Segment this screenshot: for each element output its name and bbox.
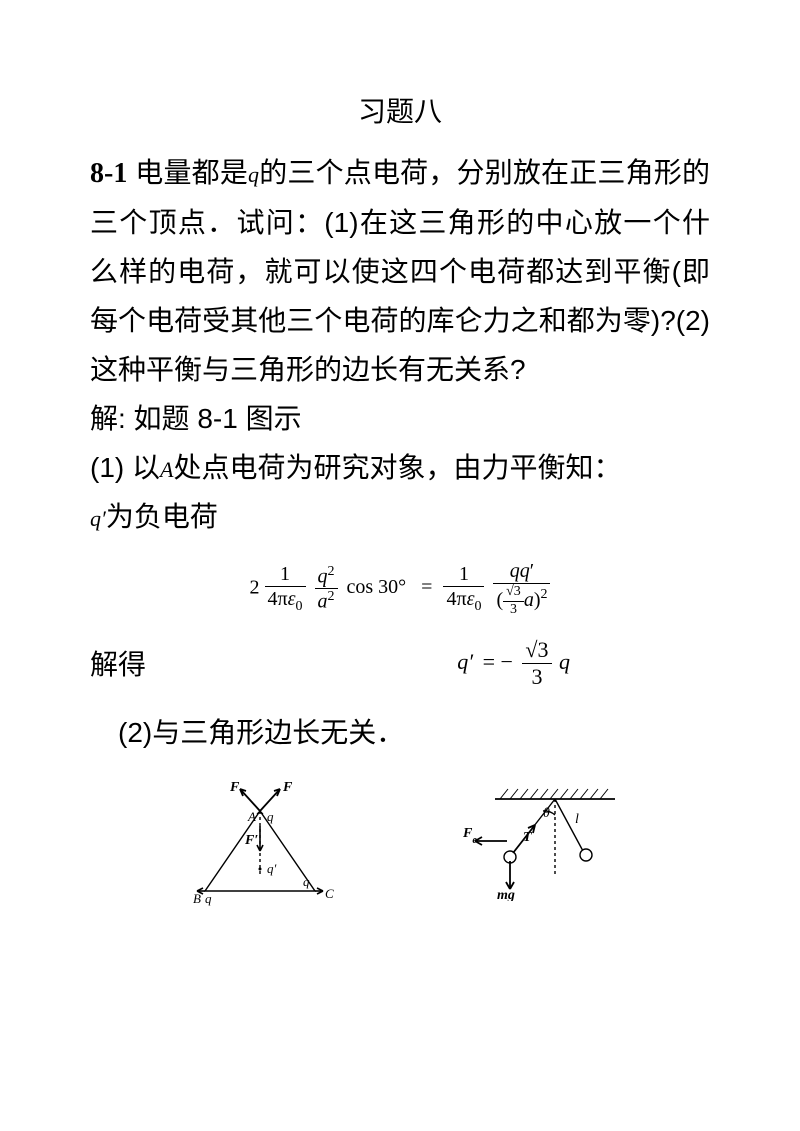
label-A: A	[247, 809, 256, 824]
label-q-top: q	[267, 809, 274, 824]
svg-text:mg: mg	[497, 888, 515, 901]
label-Fprime: F′	[244, 833, 258, 848]
label-T: T	[523, 830, 533, 845]
label-theta: θ	[543, 806, 550, 821]
res-lhs: q′	[457, 649, 473, 674]
label-qC: q	[303, 874, 310, 889]
main-equation: 2 1 4πε0 q2 a2 cos 30° = 1 4πε0 qq′ ( √3	[90, 559, 710, 619]
solution-part1: (1) 以A处点电荷为研究对象，由力平衡知：	[90, 443, 710, 492]
var-q: q	[248, 162, 259, 187]
result-row: 解得 q′ = − √3 3 q	[90, 637, 710, 691]
problem-number: 8-1	[90, 158, 127, 189]
res-suffix: q	[559, 649, 570, 674]
solution-intro: 解: 如题 8-1 图示	[90, 394, 710, 443]
label-F-right: F	[282, 781, 293, 795]
var-qprime: q′	[90, 506, 106, 531]
label-C: C	[325, 886, 334, 901]
eq-frac1-num: 1	[265, 562, 306, 587]
problem-text: 8-1 电量都是q的三个点电荷，分别放在正三角形的三个顶点．试问：(1)在这三角…	[90, 148, 710, 394]
page: 习题八 8-1 电量都是q的三个点电荷，分别放在正三角形的三个顶点．试问：(1)…	[0, 0, 800, 1131]
eq-cos: cos 30°	[347, 576, 407, 598]
qprime-text: 为负电荷	[106, 501, 218, 532]
solution-part2: (2)与三角形边长无关．	[90, 708, 710, 757]
result-label: 解得	[90, 643, 146, 683]
eq-rhs-frac1-num: 1	[443, 562, 484, 587]
label-qprime: q′	[267, 861, 277, 876]
figure-pendulum: Fe T θ l mg	[435, 781, 625, 911]
label-qB: q	[205, 891, 212, 906]
problem-text-1: 电量都是	[127, 157, 248, 188]
svg-text:Fe: Fe	[462, 826, 477, 846]
label-B: B	[193, 891, 201, 906]
figures-row: F F F′ A q q′ B q C q	[90, 781, 710, 911]
eq-equals: =	[421, 576, 432, 598]
problem-text-2: 的三个点电荷，分别放在正三角形的三个顶点．试问：(1)在这三角形的中心放一个什么…	[90, 157, 710, 385]
result-equation: q′ = − √3 3 q	[146, 637, 710, 691]
solution-qprime-line: q′为负电荷	[90, 492, 710, 541]
var-A: A	[160, 457, 173, 482]
part1-mid: 处点电荷为研究对象，由力平衡知：	[173, 452, 621, 483]
page-title: 习题八	[90, 90, 710, 130]
figure-triangle: F F F′ A q q′ B q C q	[175, 781, 345, 911]
label-F-left: F	[229, 781, 240, 795]
eq-lhs-coef: 2	[250, 576, 260, 598]
part1-prefix: (1) 以	[90, 452, 160, 483]
label-l: l	[575, 812, 579, 827]
